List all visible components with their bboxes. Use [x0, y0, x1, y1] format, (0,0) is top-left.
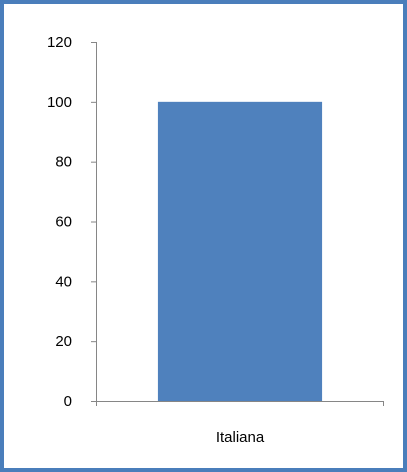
- y-tick-label: 0: [64, 393, 72, 410]
- y-tick-label: 100: [47, 94, 72, 111]
- x-category-label: Italiana: [216, 429, 265, 446]
- y-tick-label: 40: [55, 273, 72, 290]
- y-tick-label: 60: [55, 214, 72, 231]
- x-axis: Italiana: [96, 401, 384, 446]
- bar-italiana: [157, 101, 323, 401]
- y-tick-label: 120: [47, 34, 72, 51]
- y-tick-label: 20: [55, 333, 72, 350]
- y-tick-label: 80: [55, 154, 72, 171]
- bar-series: [157, 101, 323, 401]
- y-axis: 0 20 40 60 80 100 120: [47, 34, 97, 410]
